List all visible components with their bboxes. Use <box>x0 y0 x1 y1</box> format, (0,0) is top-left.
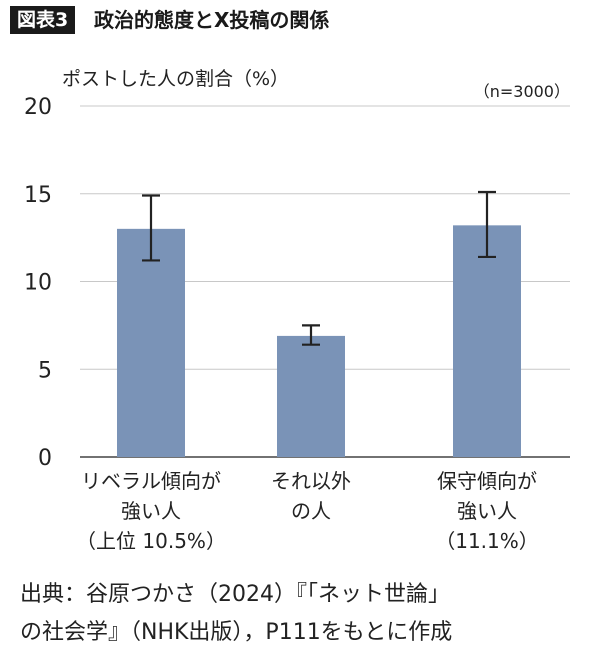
source-line-2: の社会学』（NHK出版），P111をもとに作成 <box>20 620 453 645</box>
category-label-line: 強い人 <box>457 499 517 523</box>
figure-label: 図表3 <box>10 6 76 34</box>
category-label-line: リベラル傾向が <box>81 469 221 493</box>
y-tick-label: 0 <box>38 446 52 471</box>
bar <box>117 228 185 457</box>
bar <box>453 225 521 457</box>
category-label: それ以外 の人 <box>221 466 401 526</box>
category-label: リベラル傾向が 強い人 （上位 10.5%） <box>61 466 241 556</box>
category-label-line: 保守傾向が <box>437 469 537 493</box>
category-label-line: （11.1%） <box>435 529 539 553</box>
y-tick-label: 15 <box>24 183 52 208</box>
category-label-line: 強い人 <box>121 499 181 523</box>
y-axis-label: ポストした人の割合（%） <box>62 68 290 90</box>
source-note: 出典：谷原つかさ（2024）『「ネット世論」 の社会学』（NHK出版），P111… <box>20 576 590 652</box>
y-tick-label: 5 <box>38 358 52 383</box>
error-bar-layer <box>142 190 496 346</box>
category-label-line: の人 <box>291 499 331 523</box>
figure-title: 政治的態度とX投稿の関係 <box>94 8 330 32</box>
bar-layer <box>117 225 521 457</box>
y-tick-layer: 0 5 10 15 20 <box>24 95 52 471</box>
category-label-line: それ以外 <box>271 469 351 493</box>
bar <box>277 335 345 457</box>
y-tick-label: 20 <box>24 95 52 120</box>
header: 図表3 政治的態度とX投稿の関係 <box>0 0 600 40</box>
source-line-1: 出典：谷原つかさ（2024）『「ネット世論」 <box>20 582 450 607</box>
y-tick-label: 10 <box>24 271 52 296</box>
sample-size-note: （n=3000） <box>473 82 570 101</box>
category-label-line: （上位 10.5%） <box>76 529 226 553</box>
category-label: 保守傾向が強い人 （11.1%） <box>397 466 577 556</box>
